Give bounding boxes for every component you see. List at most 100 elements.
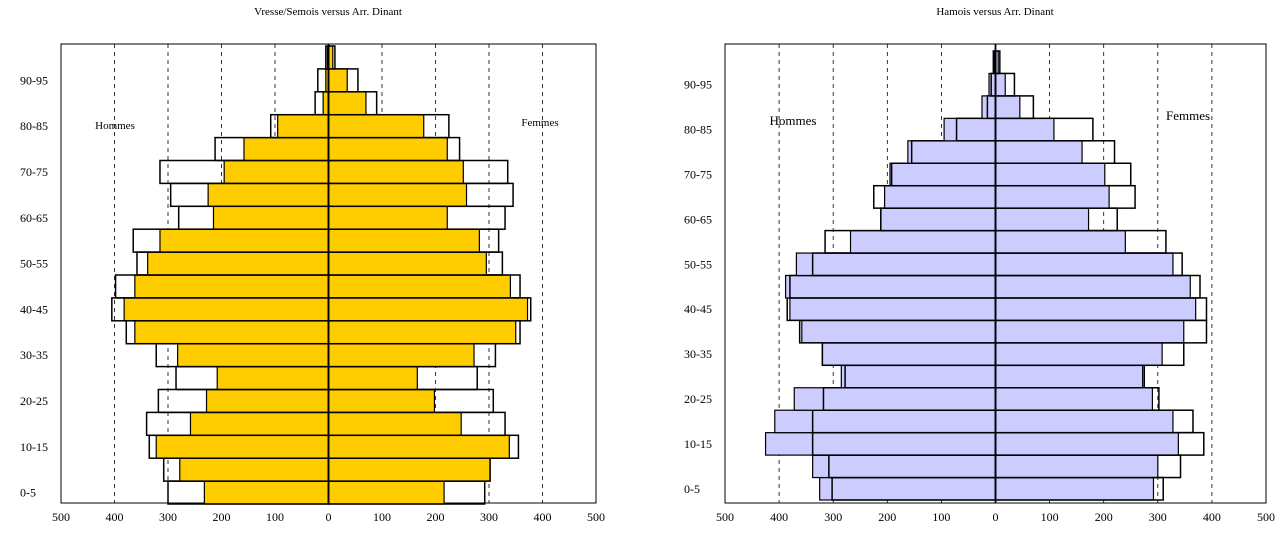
x-tick-label: 200 <box>878 510 896 524</box>
chart-title: Hamois versus Arr. Dinant <box>936 6 1053 18</box>
bar-men-filled <box>943 117 997 142</box>
bar-men-filled <box>189 411 330 436</box>
bar-women-filled <box>994 140 1083 164</box>
bar-men-filled <box>764 432 997 456</box>
bar-men-filled <box>147 251 330 276</box>
bar-men-filled <box>849 230 997 254</box>
bar-men-filled <box>801 319 997 344</box>
bar-men-filled <box>907 140 997 164</box>
bar-women-filled <box>994 185 1110 209</box>
y-tick-label: 90-95 <box>20 73 48 87</box>
x-tick-label: 0 <box>326 510 332 524</box>
y-tick-label: 90-95 <box>684 78 712 92</box>
bar-women-filled <box>327 159 464 184</box>
bar-men-filled <box>223 159 330 184</box>
bar-women-filled <box>327 274 511 299</box>
x-tick-label: 500 <box>716 510 734 524</box>
bar-men-filled <box>212 205 330 230</box>
x-tick-label: 500 <box>587 510 605 524</box>
x-tick-label: 400 <box>106 510 124 524</box>
bar-women-filled <box>327 343 475 368</box>
bar-women-filled <box>994 207 1090 232</box>
bar-women-filled <box>327 320 517 345</box>
x-tick-label: 0 <box>993 510 999 524</box>
bar-men-filled <box>277 114 330 139</box>
bar-men-filled <box>123 297 330 322</box>
bar-men-filled <box>795 252 997 277</box>
bar-men-filled <box>793 387 997 411</box>
bar-women-filled <box>327 457 491 482</box>
y-tick-label: 10-15 <box>684 437 712 451</box>
y-tick-label: 80-85 <box>684 123 712 137</box>
bar-women-filled <box>327 411 462 436</box>
bar-women-filled <box>327 388 436 413</box>
bar-women-filled <box>327 91 367 116</box>
bar-men-filled <box>889 162 997 187</box>
x-tick-label: 500 <box>52 510 70 524</box>
bar-women-filled <box>994 409 1174 434</box>
bar-men-filled <box>988 72 997 97</box>
y-tick-label: 80-85 <box>20 119 48 133</box>
bar-women-filled <box>327 228 480 253</box>
x-tick-label: 200 <box>213 510 231 524</box>
bar-men-filled <box>205 388 330 413</box>
bar-women-filled <box>994 364 1144 389</box>
y-tick-label: 60-65 <box>20 211 48 225</box>
bar-women-filled <box>994 274 1191 299</box>
bar-women-filled <box>994 319 1185 344</box>
bar-women-filled <box>994 252 1174 277</box>
bar-men-filled <box>880 207 997 232</box>
bar-men-filled <box>789 297 997 322</box>
bar-men-filled <box>216 366 330 391</box>
bar-women-filled <box>327 137 448 162</box>
bar-men-filled <box>774 409 997 434</box>
y-tick-label: 60-65 <box>684 212 712 226</box>
bar-men-filled <box>179 457 330 482</box>
bar-women-filled <box>994 454 1159 479</box>
y-tick-label: 40-45 <box>20 302 48 316</box>
x-tick-label: 100 <box>266 510 284 524</box>
x-tick-label: 300 <box>159 510 177 524</box>
bar-men-filled <box>155 434 330 459</box>
bar-men-filled <box>819 476 997 501</box>
women-label: Femmes <box>521 117 558 129</box>
y-tick-label: 20-25 <box>684 392 712 406</box>
bar-men-filled <box>177 343 330 368</box>
women-label: Femmes <box>1166 108 1210 123</box>
y-tick-label: 50-55 <box>20 257 48 271</box>
x-tick-label: 400 <box>534 510 552 524</box>
y-tick-label: 0-5 <box>20 486 36 500</box>
x-tick-label: 200 <box>1095 510 1113 524</box>
y-tick-label: 70-75 <box>20 165 48 179</box>
bar-women-filled <box>994 162 1106 187</box>
bar-men-filled <box>812 454 997 479</box>
bar-women-filled <box>994 117 1055 142</box>
men-label: Hommes <box>770 113 817 128</box>
x-tick-label: 300 <box>824 510 842 524</box>
bar-men-filled <box>159 228 330 253</box>
bar-men-filled <box>134 274 330 299</box>
bar-women-filled <box>994 342 1163 366</box>
bar-men-filled <box>821 342 997 366</box>
bar-women-filled <box>994 387 1153 411</box>
chart-title: Vresse/Semois versus Arr. Dinant <box>254 6 402 18</box>
x-tick-label: 100 <box>1041 510 1059 524</box>
bar-women-filled <box>994 230 1126 254</box>
x-tick-label: 500 <box>1257 510 1275 524</box>
bar-women-filled <box>327 366 418 391</box>
y-tick-label: 30-35 <box>684 347 712 361</box>
bar-men-filled <box>207 182 330 207</box>
x-tick-label: 200 <box>427 510 445 524</box>
bar-men-filled <box>243 137 330 162</box>
bar-women-filled <box>327 68 348 93</box>
x-tick-label: 300 <box>1149 510 1167 524</box>
y-tick-label: 40-45 <box>684 302 712 316</box>
bar-women-filled <box>327 114 425 139</box>
x-tick-label: 400 <box>1203 510 1221 524</box>
bar-women-filled <box>327 480 445 505</box>
bar-women-filled <box>994 297 1197 322</box>
y-tick-label: 10-15 <box>20 440 48 454</box>
bar-women-filled <box>994 432 1179 456</box>
